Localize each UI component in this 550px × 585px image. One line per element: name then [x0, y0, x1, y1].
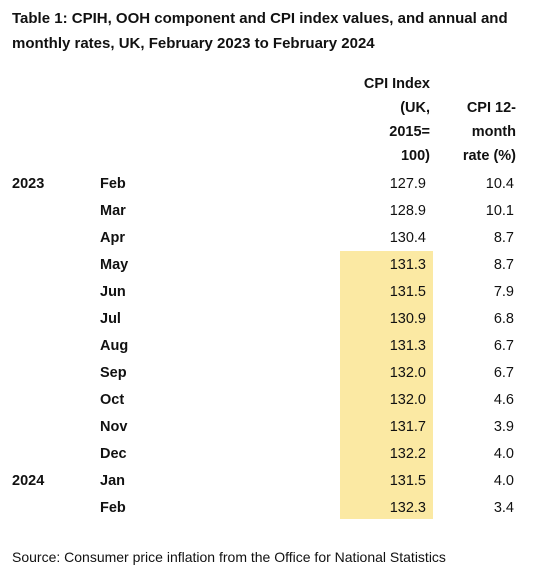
- row-cpi-index: 132.0: [389, 365, 426, 381]
- table-row: Dec 132.2 4.0: [0, 441, 550, 468]
- row-cpi-rate: 4.0: [493, 473, 514, 489]
- row-cpi-rate: 7.9: [493, 284, 514, 300]
- table-row: Oct 132.0 4.6: [0, 387, 550, 414]
- table-row: Apr 130.4 8.7: [0, 225, 550, 252]
- row-cpi-index: 128.9: [389, 203, 426, 219]
- row-month: May: [100, 257, 129, 273]
- table-row: Aug 131.3 6.7: [0, 333, 550, 360]
- row-month: Oct: [100, 392, 125, 408]
- row-month: Apr: [100, 230, 125, 246]
- row-cpi-index: 132.3: [389, 500, 426, 516]
- table-row: Jul 130.9 6.8: [0, 306, 550, 333]
- header-line: (UK,: [400, 100, 430, 116]
- table-row: Sep 132.0 6.7: [0, 360, 550, 387]
- row-month: Jan: [100, 473, 125, 489]
- table-title: Table 1: CPIH, OOH component and CPI ind…: [12, 10, 508, 52]
- header-line: CPI 12-: [466, 100, 516, 116]
- row-cpi-rate: 4.6: [493, 392, 514, 408]
- table-row: Mar 128.9 10.1: [0, 198, 550, 225]
- row-cpi-index: 131.3: [389, 338, 426, 354]
- row-cpi-index: 131.7: [389, 419, 426, 435]
- row-cpi-rate: 10.1: [485, 203, 514, 219]
- row-cpi-rate: 8.7: [493, 257, 514, 273]
- highlight-band: [340, 251, 433, 519]
- row-month: Jul: [100, 311, 121, 327]
- row-month: Jun: [100, 284, 126, 300]
- column-header-cpi-rate: CPI 12- month rate (%): [440, 96, 516, 168]
- header-line: 100): [400, 148, 430, 164]
- table-row: Nov 131.7 3.9: [0, 414, 550, 441]
- row-year: 2023: [12, 176, 45, 192]
- row-cpi-rate: 3.9: [493, 419, 514, 435]
- table-row: Feb 132.3 3.4: [0, 495, 550, 522]
- row-cpi-rate: 6.7: [493, 365, 514, 381]
- row-cpi-index: 132.0: [389, 392, 426, 408]
- row-month: Feb: [100, 500, 126, 516]
- table-row: 2023 Feb 127.9 10.4: [0, 171, 550, 198]
- row-cpi-index: 127.9: [389, 176, 426, 192]
- row-month: Dec: [100, 446, 127, 462]
- row-cpi-index: 131.3: [389, 257, 426, 273]
- row-cpi-rate: 3.4: [493, 500, 514, 516]
- column-header-cpi-index: CPI Index (UK, 2015= 100): [330, 72, 430, 168]
- row-cpi-index: 132.2: [389, 446, 426, 462]
- row-cpi-rate: 4.0: [493, 446, 514, 462]
- row-cpi-index: 130.4: [389, 230, 426, 246]
- table-row: 2024 Jan 131.5 4.0: [0, 468, 550, 495]
- header-line: rate (%): [462, 148, 516, 164]
- row-month: Sep: [100, 365, 127, 381]
- row-year: 2024: [12, 473, 45, 489]
- row-cpi-index: 130.9: [389, 311, 426, 327]
- row-month: Aug: [100, 338, 129, 354]
- header-line: month: [471, 124, 516, 140]
- row-cpi-rate: 6.7: [493, 338, 514, 354]
- table-row: Jun 131.5 7.9: [0, 279, 550, 306]
- row-cpi-rate: 8.7: [493, 230, 514, 246]
- table-row: May 131.3 8.7: [0, 252, 550, 279]
- row-cpi-rate: 6.8: [493, 311, 514, 327]
- row-cpi-index: 131.5: [389, 284, 426, 300]
- header-line: CPI Index: [363, 76, 430, 92]
- header-line: 2015=: [389, 124, 430, 140]
- row-cpi-rate: 10.4: [485, 176, 514, 192]
- row-month: Nov: [100, 419, 128, 435]
- row-month: Feb: [100, 176, 126, 192]
- row-month: Mar: [100, 203, 126, 219]
- row-cpi-index: 131.5: [389, 473, 426, 489]
- source-note: Source: Consumer price inflation from th…: [12, 549, 446, 565]
